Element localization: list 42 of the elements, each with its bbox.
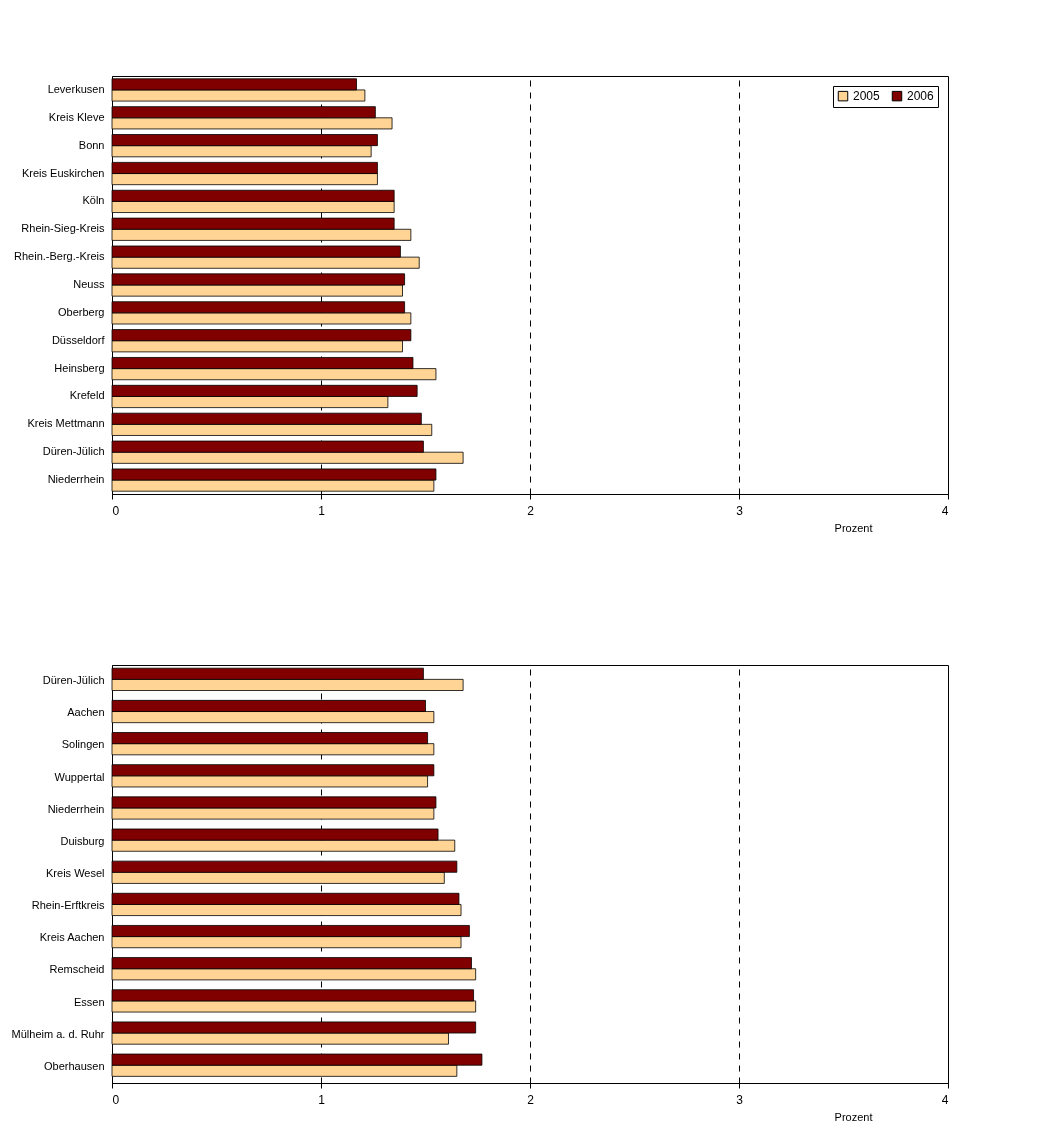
- y-tick-label: Aachen: [67, 706, 105, 719]
- y-tick-label: Wuppertal: [54, 770, 105, 783]
- y-tick-label: Rhein-Erftkreis: [31, 899, 105, 912]
- x-tick-label: 4: [941, 503, 949, 518]
- y-tick-label: Kreis Kleve: [48, 110, 105, 123]
- x-tick-label: 3: [736, 1092, 744, 1107]
- y-tick-label: Kreis Wesel: [46, 867, 105, 879]
- y-tick-label: Oberhausen: [43, 1059, 105, 1072]
- x-tick-label: 1: [318, 503, 326, 518]
- y-tick-label: Leverkusen: [47, 82, 105, 95]
- y-tick-label: Essen: [73, 995, 105, 1008]
- y-tick-label: Bonn: [78, 138, 105, 151]
- y-tick-label: Kreis Mettmann: [27, 417, 105, 430]
- x-tick-label: 2: [527, 1092, 535, 1107]
- x-tick-label: 0: [112, 1092, 120, 1107]
- y-tick-label: Neuss: [73, 278, 105, 290]
- y-tick-label: Duisburg: [60, 834, 105, 847]
- y-tick-label: Krefeld: [69, 389, 105, 402]
- y-tick-label: Oberberg: [58, 305, 105, 318]
- y-tick-label: Köln: [82, 194, 105, 207]
- y-tick-label: Kreis Euskirchen: [21, 166, 105, 179]
- y-tick-label: Kreis Aachen: [39, 931, 105, 944]
- x-axis-title: Prozent: [834, 1110, 873, 1123]
- legend-label: 2006: [907, 89, 935, 104]
- y-tick-label: Rhein.-Berg.-Kreis: [14, 250, 105, 263]
- y-tick-label: Niederrhein: [47, 802, 105, 815]
- x-tick-label: 1: [318, 1092, 326, 1107]
- x-tick-label: 0: [112, 503, 120, 518]
- y-tick-label: Mülheim a. d. Ruhr: [11, 1027, 105, 1040]
- x-tick-label: 4: [941, 1092, 949, 1107]
- y-tick-label: Düren-Jülich: [42, 674, 105, 687]
- y-tick-label: Rhein-Sieg-Kreis: [21, 222, 105, 235]
- x-axis-title: Prozent: [834, 521, 873, 534]
- x-tick-label: 2: [527, 503, 535, 518]
- legend-label: 2005: [853, 89, 881, 104]
- y-tick-label: Niederrhein: [47, 473, 105, 486]
- y-tick-label: Düren-Jülich: [42, 445, 105, 458]
- y-tick-label: Düsseldorf: [51, 333, 106, 346]
- x-tick-label: 3: [736, 503, 744, 518]
- y-tick-label: Heinsberg: [54, 361, 105, 374]
- y-tick-label: Remscheid: [49, 963, 105, 976]
- y-tick-label: Solingen: [61, 738, 105, 751]
